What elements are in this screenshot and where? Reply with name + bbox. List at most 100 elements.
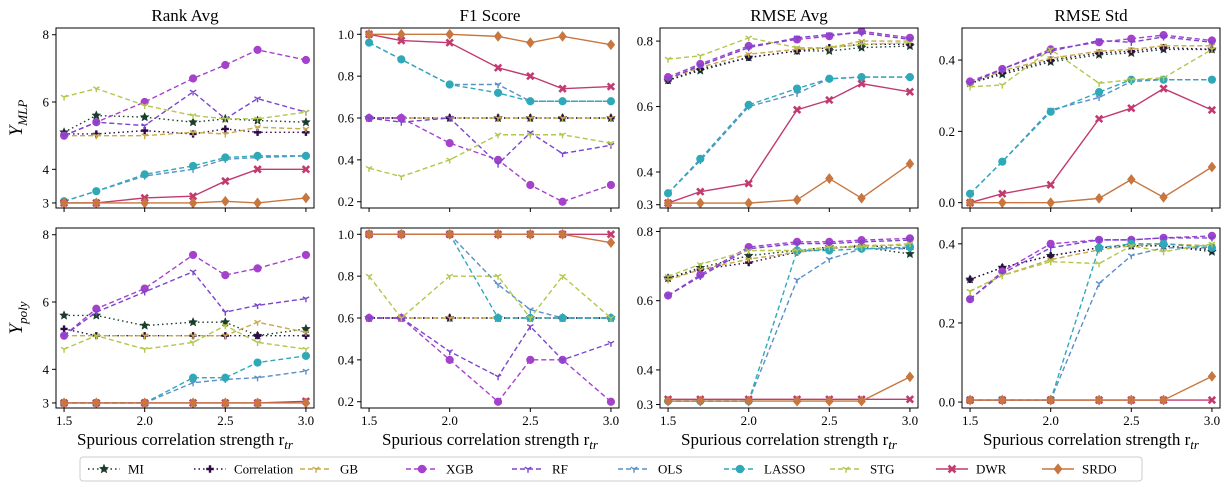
y-tick-label: 3 [43,395,50,410]
legend-entry-lasso: LASSO [724,462,805,477]
point-stg [221,323,229,330]
point-gb [607,115,615,122]
point-rf [664,293,672,300]
point-gb [254,319,262,326]
point-srdo [364,28,374,40]
point-stg [302,346,310,353]
point-xgb [221,271,230,280]
point-stg [446,157,454,164]
point-srdo [253,197,262,208]
series-line-srdo [970,375,1213,401]
x-tick-label: 2.0 [1043,413,1059,428]
series-line-rf [969,237,1212,300]
point-stg [607,315,615,322]
point-stg [858,41,866,48]
panel-r0-c3: RMSE Std 0.0 0.2 0.4 [939,6,1221,212]
y-tick-label: 6 [43,295,50,310]
point-gb [302,329,310,336]
point-stg [998,82,1006,89]
series-line-srdo [970,166,1213,204]
series-line-srdo [668,376,911,402]
point-rf [60,333,68,340]
point-mi [59,310,70,320]
point-stg [1047,46,1055,53]
y-tick-label: 0.4 [338,352,355,367]
x-tick-label: 2.5 [217,413,233,428]
point-lasso [825,74,834,83]
point-stg [189,339,197,346]
point-gb [745,256,753,263]
point-stg [966,288,974,295]
x-tick-label: 3.0 [902,413,918,428]
series-line-rf [369,317,612,378]
legend: MI Correlation GB XGB RF OLS LASSO STG DWR SRDO [79,456,1143,482]
point-dwr [1207,395,1217,405]
point-lasso [1094,88,1104,97]
point-rf [141,289,149,296]
point-srdo [493,30,503,42]
point-stg [559,273,567,280]
point-corr [60,325,68,333]
point-lasso [744,100,753,110]
y-tick-label: 0.3 [637,197,653,212]
series-line-ols [970,247,1212,401]
point-srdo [301,192,311,204]
point-stg [793,45,801,52]
x-tick-label: 2.5 [1123,413,1139,428]
point-srdo [221,195,230,207]
point-dwr [905,87,915,96]
point-stg [1160,75,1168,82]
panel-r1-c1: 0.2 0.4 0.6 0.8 1.0 1.5 2.0 2.5 3.0 Spurious corr… [338,227,620,452]
point-srdo [857,395,866,407]
series-line-ols [368,42,611,102]
panel-title: RMSE Avg [750,6,828,25]
point-gb [302,126,310,133]
x-tick-label: 2.0 [741,413,757,428]
point-rf [559,357,567,364]
point-dwr [744,179,753,188]
y-tick-label: 8 [43,27,50,42]
series-line-corr [969,46,1212,84]
series-line-dwr [667,82,911,204]
point-lasso [188,161,198,171]
point-gb [141,333,149,340]
point-gb [189,129,197,136]
point-xgb [253,45,262,54]
series-line-lasso [64,355,307,404]
point-srdo [606,39,616,51]
series-line-ols [667,76,910,194]
point-stg [696,53,704,60]
legend-label: LASSO [764,462,805,477]
point-rf [559,151,567,158]
point-gb [494,115,502,122]
series-line-mi [63,114,306,133]
point-lasso [558,97,567,106]
y-tick-label: 0.3 [637,397,653,412]
point-srdo [558,228,567,240]
series-line-rf [63,270,307,337]
point-rf [494,374,502,381]
point-rf [446,115,454,122]
series-line-rf [969,36,1213,84]
point-corr [221,125,229,133]
point-xgb [301,55,311,65]
point-stg [607,140,615,147]
x-tick-label: 2.5 [821,413,837,428]
point-rf [1127,39,1135,46]
series-line-xgb [369,117,612,203]
point-dwr [1159,84,1168,93]
point-xgb [253,264,262,273]
point-dwr [1127,104,1136,113]
legend-entry-srdo: SRDO [1042,462,1117,477]
series-line-xgb [63,254,307,337]
y-tick-label: 0.2 [939,315,955,330]
point-stg [745,35,753,42]
point-stg [302,109,310,116]
x-tick-label: 3.0 [298,413,314,428]
point-dwr [493,63,503,72]
point-gb [745,51,753,58]
panel-frame [360,27,620,209]
panel-r1-c2: 0.3 0.4 0.6 0.8 1.5 2.0 2.5 3.0 Spurious correla… [637,224,919,452]
x-axis-label: Spurious correlation strength rtr [983,430,1200,452]
series-line-ols [64,370,307,404]
